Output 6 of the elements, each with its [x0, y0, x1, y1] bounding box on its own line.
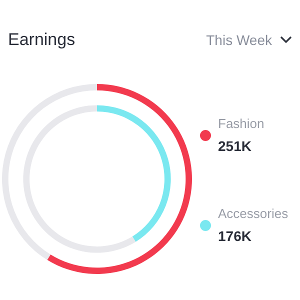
text: This Week	[206, 32, 272, 48]
data-label: 176K	[218, 228, 252, 244]
text: Earnings	[8, 30, 76, 50]
category-label: Fashion	[218, 116, 264, 131]
data-label: 251K	[218, 138, 252, 154]
category-label: Accessories	[218, 206, 288, 221]
